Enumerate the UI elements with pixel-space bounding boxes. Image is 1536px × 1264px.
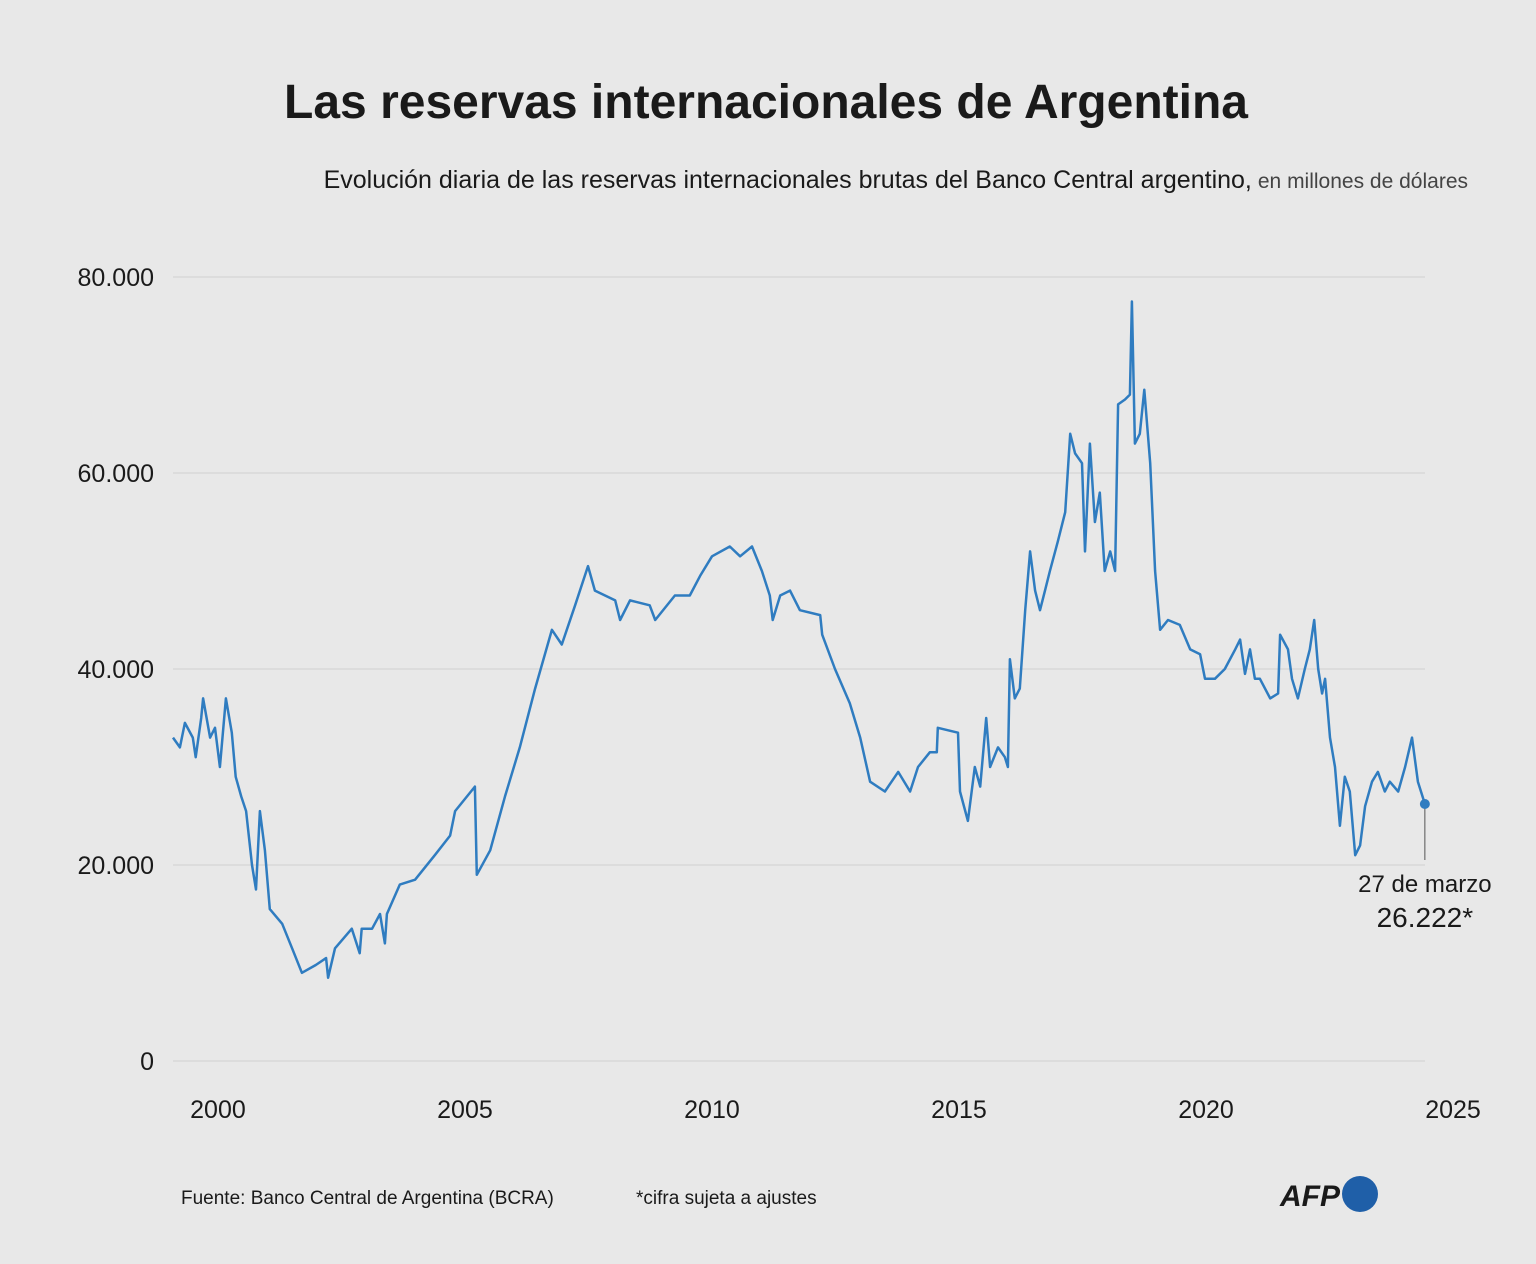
note: *cifra sujeta a ajustes bbox=[636, 1188, 817, 1209]
y-tick-label: 20.000 bbox=[78, 852, 154, 880]
annotation-value: 26.222* bbox=[1377, 902, 1474, 933]
y-tick-label: 40.000 bbox=[78, 656, 154, 684]
source: Fuente: Banco Central de Argentina (BCRA… bbox=[181, 1188, 554, 1209]
y-tick-label: 80.000 bbox=[78, 264, 154, 292]
logo: AFP bbox=[1279, 1180, 1341, 1213]
series-line bbox=[171, 300, 1427, 979]
end-point bbox=[1419, 799, 1430, 810]
chart-title: Las reservas internacionales de Argentin… bbox=[284, 76, 1248, 129]
chart-subtitle: Evolución diaria de las reservas interna… bbox=[324, 166, 1468, 194]
plot-area: 0 20.000 40.000 60.000 80.000 2000 2005 2010 201… bbox=[78, 264, 1492, 1124]
y-tick-label: 0 bbox=[140, 1048, 154, 1076]
subtitle-main: Evolución diaria de las reservas interna… bbox=[324, 166, 1252, 194]
x-tick-label: 2020 bbox=[1178, 1096, 1234, 1124]
logo-circle bbox=[1342, 1176, 1378, 1212]
x-tick-label: 2015 bbox=[931, 1096, 987, 1124]
subtitle-unit: en millones de dólares bbox=[1258, 170, 1468, 193]
x-tick-label: 2000 bbox=[190, 1096, 246, 1124]
annotation-date: 27 de marzo bbox=[1358, 871, 1491, 898]
x-tick-label: 2010 bbox=[684, 1096, 740, 1124]
y-tick-label: 60.000 bbox=[78, 460, 154, 488]
x-tick-label: 2005 bbox=[437, 1096, 493, 1124]
x-tick-label: 2025 bbox=[1425, 1096, 1481, 1124]
